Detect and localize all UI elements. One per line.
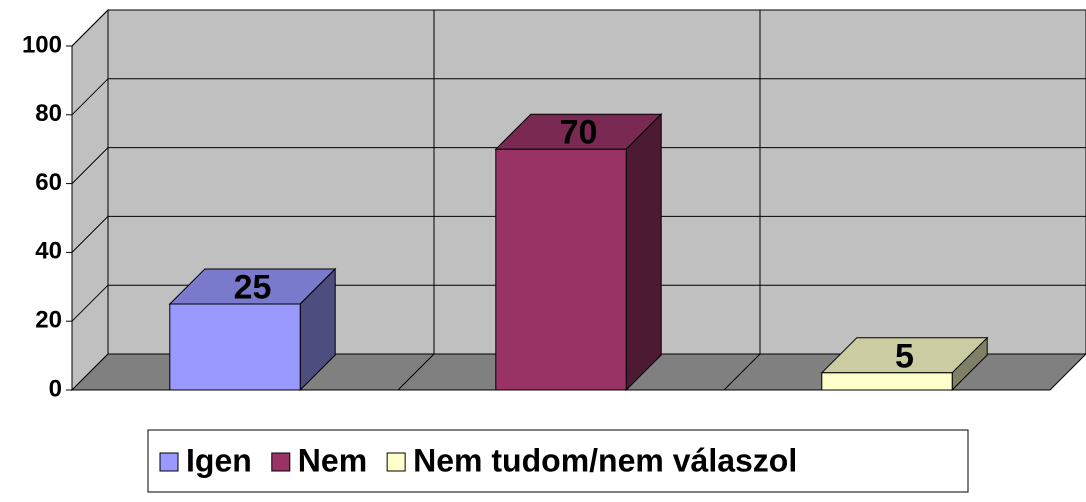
bar — [169, 303, 301, 391]
legend: Igen Nem Nem tudom/nem válaszol — [147, 429, 969, 493]
legend-label: Nem — [298, 442, 367, 478]
y-tick-label: 100 — [22, 31, 62, 58]
y-tick-label: 20 — [35, 307, 62, 334]
y-tick-label: 80 — [35, 100, 62, 127]
data-label: 25 — [234, 268, 272, 306]
bar — [495, 148, 627, 391]
divider — [723, 353, 761, 391]
legend-swatch — [159, 452, 179, 472]
grid-line — [71, 9, 109, 47]
y-tick-label: 60 — [35, 169, 62, 196]
grid-line — [71, 147, 109, 184]
side-wall — [71, 8, 109, 392]
legend-label: Igen — [186, 442, 252, 478]
legend-swatch — [386, 452, 406, 472]
data-label: 5 — [895, 337, 914, 375]
divider — [397, 353, 435, 391]
legend-swatch — [271, 452, 291, 472]
data-label: 70 — [560, 114, 598, 152]
bar-side — [625, 112, 662, 392]
y-tick-label: 0 — [49, 375, 62, 402]
bar — [821, 372, 953, 391]
grid-line — [71, 78, 109, 116]
grid-line — [71, 216, 109, 253]
y-tick-label: 40 — [35, 238, 62, 265]
grid-line — [71, 284, 109, 322]
legend-label: Nem tudom/nem válaszol — [413, 442, 797, 478]
